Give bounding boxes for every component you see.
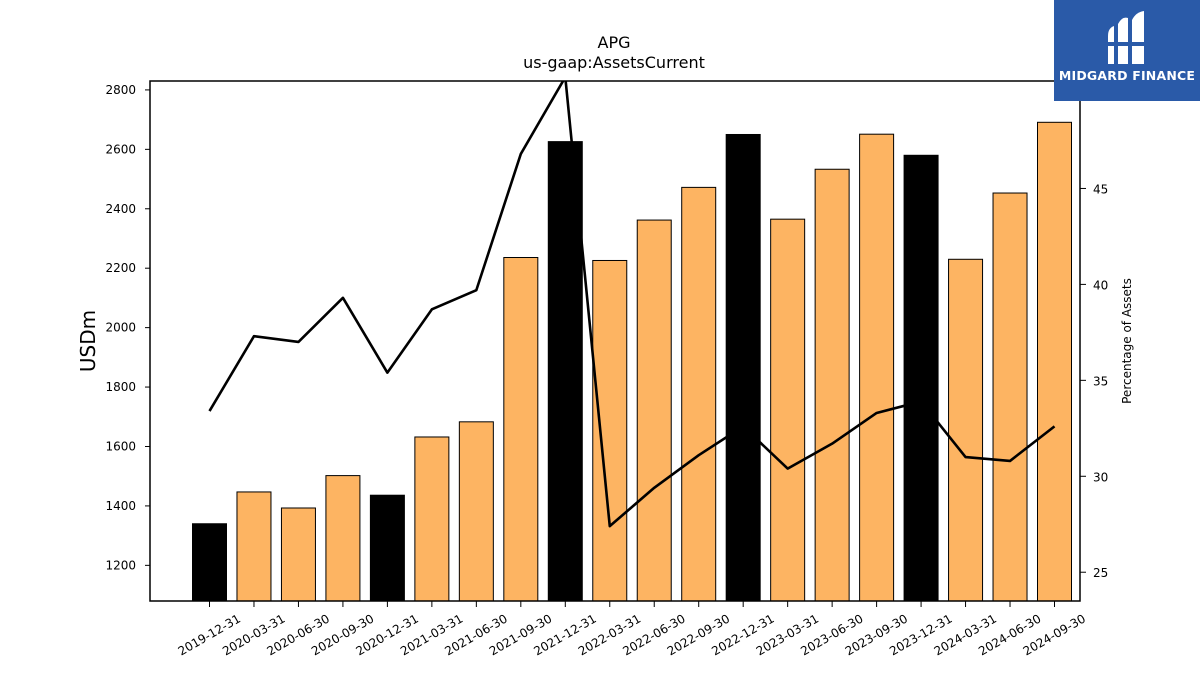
y-tick-label: 2600 (105, 142, 136, 156)
y-axis-label: USDm (76, 310, 100, 372)
bar-2024-03-31 (948, 258, 984, 602)
plot-frame (149, 80, 1081, 602)
bar-2022-12-31 (725, 133, 761, 602)
x-axis: 2019-12-312020-03-312020-06-302020-09-30… (176, 601, 1088, 658)
chart-title: APG (598, 33, 631, 52)
y2-tick-label: 40 (1093, 278, 1108, 292)
bar-2020-06-30 (280, 507, 316, 602)
bar-2021-09-30 (503, 257, 539, 602)
bar-2021-03-31 (414, 436, 450, 602)
bar-2023-12-31 (903, 154, 939, 602)
y-tick-label: 2400 (105, 202, 136, 216)
percentage-line-group (208, 81, 1056, 528)
bar-2023-03-31 (770, 218, 806, 602)
y2-tick-label: 35 (1093, 374, 1108, 388)
y-tick-label: 1600 (105, 439, 136, 453)
y-tick-label: 2000 (105, 321, 136, 335)
y2-tick-label: 30 (1093, 470, 1108, 484)
y-axis-left: 1200 1400 1600 1800 2000 2200 2400 2600 2800 (105, 83, 150, 572)
bar-2020-12-31 (369, 494, 405, 602)
bar-2022-09-30 (681, 186, 717, 602)
bar-2023-09-30 (859, 133, 895, 602)
bar-2022-03-31 (592, 259, 628, 602)
y-axis-right: 25 30 35 40 45 (1080, 182, 1108, 580)
bar-2021-06-30 (458, 421, 494, 602)
bar-2022-06-30 (636, 219, 672, 602)
percentage-line (208, 81, 1056, 528)
logo-mark-icon (1104, 11, 1150, 65)
bar-2019-12-31 (192, 523, 227, 602)
y2-axis-label: Percentage of Assets (1120, 278, 1134, 404)
y-tick-label: 2200 (105, 261, 136, 275)
y-tick-label: 2800 (105, 83, 136, 97)
chart-subtitle: us-gaap:AssetsCurrent (523, 53, 705, 72)
bar-2020-03-31 (236, 491, 272, 602)
bar-2021-12-31 (547, 141, 583, 602)
bar-2020-09-30 (325, 475, 361, 602)
y-tick-label: 1800 (105, 380, 136, 394)
logo-text: MIDGARD FINANCE (1058, 68, 1196, 83)
bar-2024-09-30 (1037, 121, 1072, 602)
midgard-finance-logo: MIDGARD FINANCE (1054, 0, 1200, 101)
bar-2024-06-30 (992, 192, 1028, 602)
y2-tick-label: 45 (1093, 182, 1108, 196)
bar-group (192, 121, 1072, 602)
y2-tick-label: 25 (1093, 566, 1108, 580)
y-tick-label: 1200 (105, 558, 136, 572)
y-tick-label: 1400 (105, 499, 136, 513)
bar-2023-06-30 (814, 168, 850, 602)
